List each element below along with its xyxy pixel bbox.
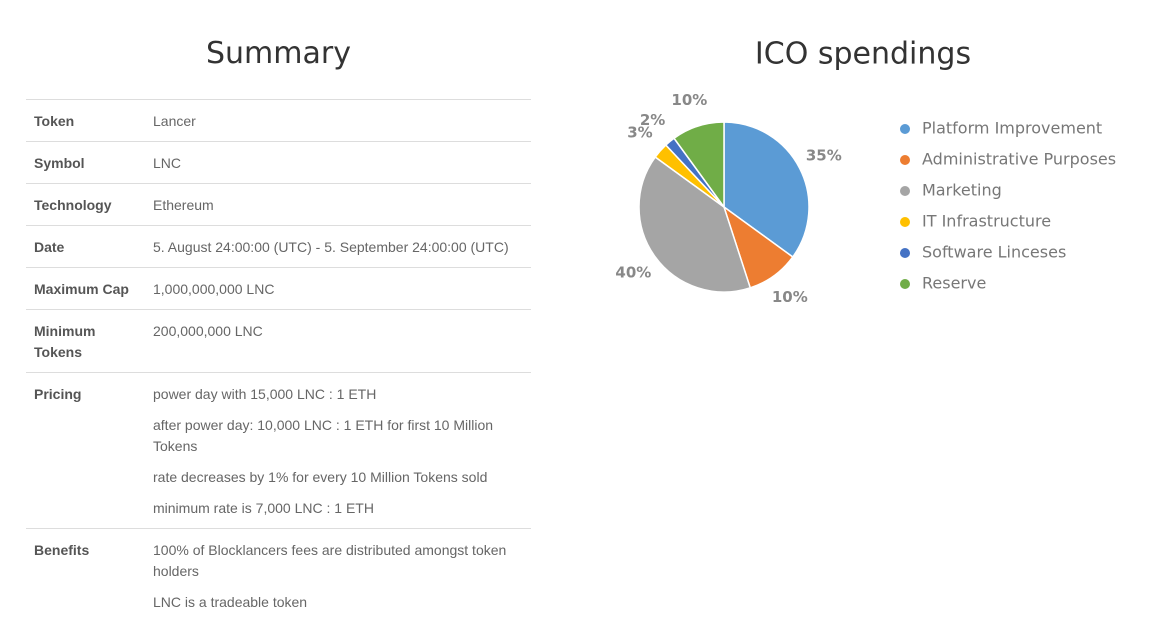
row-text: 5. August 24:00:00 (UTC) - 5. September … [153,239,509,255]
legend-label: Reserve [922,274,986,293]
table-row: Technology Ethereum [26,183,531,226]
chart: ICO spendings 35% 10% 40% 3%2% 10% Platform I… [615,37,1116,307]
table-row: Minimum Tokens 200,000,000 LNC [26,309,531,373]
row-label: Minimum Tokens [26,309,145,373]
chart-title: ICO spendings [755,37,971,72]
row-label: Token [26,99,145,142]
row-text: rate decreases by 1% for every 10 Millio… [153,469,488,485]
legend-marker [900,186,910,196]
table-row: Date 5. August 24:00:00 (UTC) - 5. Septem… [26,225,531,268]
slice-label: 10% [772,288,808,306]
table-row: Symbol LNC [26,141,531,184]
legend-marker [900,248,910,258]
row-value: Ethereum [145,183,531,226]
legend-marker [900,217,910,227]
row-value: Lancer [145,99,531,142]
row-label: Symbol [26,141,145,184]
row-value: 200,000,000 LNC [145,309,531,373]
slice-label: 2% [640,111,665,129]
legend-marker [900,155,910,165]
row-label: Benefits [26,528,145,622]
row-value: power day with 15,000 LNC : 1 ETH after p… [145,372,531,529]
summary: Summary Token Lancer Symbol LNC Technology Et… [26,0,531,622]
row-text: Ethereum [153,197,214,213]
legend-label: Marketing [922,181,1002,200]
row-text: 200,000,000 LNC [153,323,263,339]
row-value: 5. August 24:00:00 (UTC) - 5. September … [145,225,531,268]
row-text: 100% of Blocklancers fees are distribute… [153,542,507,579]
row-label: Maximum Cap [26,267,145,310]
legend-label: Platform Improvement [922,119,1102,138]
row-value: 1,000,000,000 LNC [145,267,531,310]
row-text: 1,000,000,000 LNC [153,281,275,297]
row-value: LNC [145,141,531,184]
summary-table: Token Lancer Symbol LNC Technology Ethereum Da… [26,99,531,622]
slice-label: 3% [627,123,652,141]
slice-label: 10% [671,91,707,109]
pie-slice [638,155,752,293]
table-row: Benefits 100% of Blocklancers fees are di… [26,528,531,622]
pie-slice [723,121,810,259]
table-row: Token Lancer [26,99,531,142]
legend-marker [900,124,910,134]
row-label: Pricing [26,372,145,529]
row-text: LNC is a tradeable token [153,594,308,610]
slice-label: 40% [615,263,651,281]
row-value: 100% of Blocklancers fees are distribute… [145,528,531,622]
row-text: power day with 15,000 LNC : 1 ETH [153,386,377,402]
legend-label: IT Infrastructure [922,212,1051,231]
row-text: after power day: 10,000 LNC : 1 ETH for … [153,417,494,454]
table-row: Pricing power day with 15,000 LNC : 1 ETH… [26,372,531,529]
row-label: Date [26,225,145,268]
legend-label: Software Linceses [922,243,1066,262]
table-row: Maximum Cap 1,000,000,000 LNC [26,267,531,310]
legend-marker [900,279,910,289]
row-text: minimum rate is 7,000 LNC : 1 ETH [153,500,374,516]
pie-slice [672,121,725,210]
row-label: Technology [26,183,145,226]
row-text: Lancer [153,113,196,129]
slice-label: 35% [806,147,842,165]
summary-title: Summary [206,36,351,71]
legend-label: Administrative Purposes [922,150,1116,169]
row-text: LNC [153,155,182,171]
